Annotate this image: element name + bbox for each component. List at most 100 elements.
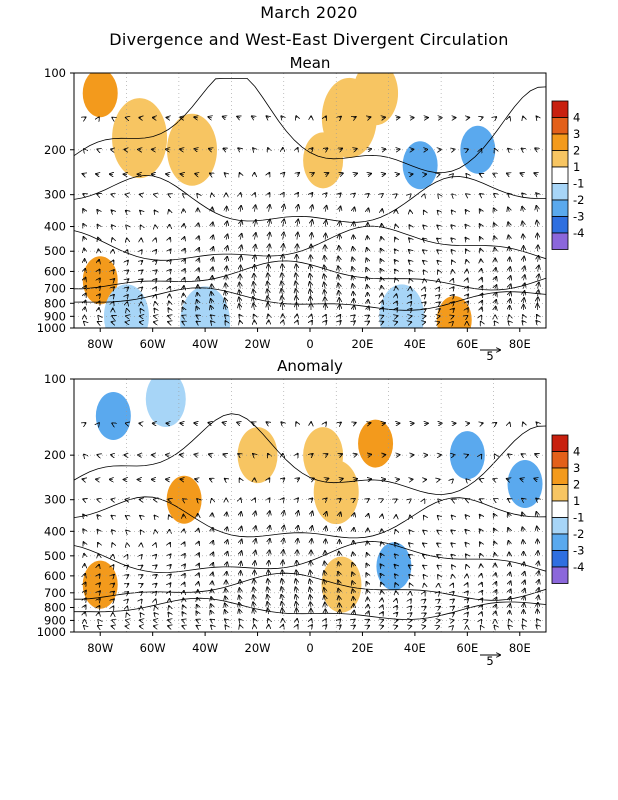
vector-arrow <box>523 291 524 297</box>
vector-arrow <box>352 572 353 576</box>
colorbar-label: -2 <box>573 193 584 207</box>
colorbar-label: -2 <box>573 527 584 541</box>
vector-arrow <box>537 422 538 423</box>
vector-arrow <box>396 194 397 195</box>
vector-arrow <box>522 625 523 626</box>
vector-arrow <box>198 236 199 239</box>
vector-arrow <box>453 607 454 608</box>
y-tick-label: 300 <box>44 493 66 507</box>
vector-arrow <box>296 289 297 297</box>
vector-arrow <box>311 454 313 455</box>
vector-arrow <box>184 259 185 261</box>
vector-arrow <box>354 499 355 500</box>
vector-arrow <box>395 543 396 545</box>
vector-arrow <box>381 574 382 576</box>
vector-arrow <box>439 295 440 296</box>
vector-arrow <box>338 266 339 272</box>
vector-arrow <box>354 194 355 195</box>
colorbar-label: -3 <box>573 210 584 224</box>
vector-arrow <box>508 528 509 531</box>
vector-arrow <box>338 581 339 585</box>
vector-arrow <box>523 283 524 289</box>
vector-arrow <box>424 302 425 303</box>
vector-arrow <box>83 515 84 517</box>
vector-arrow <box>310 588 311 593</box>
vector-arrow <box>310 290 311 297</box>
vector-arrow <box>509 276 510 280</box>
vector-arrow <box>84 149 85 150</box>
vector-arrow <box>84 626 85 627</box>
vector-arrow <box>339 619 340 620</box>
vector-arrow <box>197 605 198 608</box>
colorbar-label: 4 <box>573 445 580 459</box>
vector-arrow <box>368 514 369 517</box>
vector-arrow <box>252 116 255 118</box>
vector-arrow <box>226 235 227 240</box>
vector-arrow <box>83 479 85 480</box>
vector-arrow <box>240 173 241 175</box>
vector-arrow <box>225 298 226 304</box>
vector-arrow <box>310 571 311 576</box>
colorbar-cell <box>551 117 569 135</box>
vector-arrow <box>196 612 197 615</box>
vector-arrow <box>169 279 170 281</box>
vector-arrow <box>338 257 339 262</box>
vector-arrow <box>198 529 199 532</box>
vector-arrow <box>155 555 156 556</box>
vector-arrow <box>226 540 227 544</box>
vector-arrow <box>339 527 340 531</box>
vector-arrow <box>240 540 241 545</box>
vector-arrow <box>296 303 297 311</box>
vector-arrow <box>226 552 227 556</box>
vector-arrow <box>180 149 184 150</box>
vector-arrow <box>208 423 212 424</box>
vector-arrow <box>396 606 397 608</box>
vector-arrow <box>198 223 199 226</box>
vector-arrow <box>296 570 297 576</box>
vector-arrow <box>180 423 183 424</box>
vector-arrow <box>494 514 495 517</box>
vector-arrow <box>141 288 142 289</box>
vector-arrow <box>85 294 86 297</box>
vector-arrow <box>382 308 383 311</box>
vector-arrow <box>224 454 227 455</box>
vector-arrow <box>354 173 358 174</box>
vector-arrow <box>535 454 537 455</box>
vector-arrow <box>424 607 425 608</box>
contour-line <box>74 225 546 261</box>
vector-arrow <box>254 561 255 567</box>
vector-arrow <box>155 250 156 251</box>
vector-arrow <box>311 539 312 545</box>
vector-arrow <box>495 117 496 118</box>
x-tick-label: 0 <box>306 641 313 655</box>
vector-arrow <box>480 499 481 500</box>
vector-arrow <box>339 221 340 227</box>
vector-arrow <box>453 279 454 280</box>
y-tick-label: 300 <box>44 188 66 202</box>
chart-title: March 2020 <box>260 3 358 22</box>
vector-arrow <box>210 479 212 480</box>
y-tick-label: 500 <box>44 549 66 563</box>
vector-arrow <box>367 542 368 545</box>
vector-arrow <box>225 305 226 311</box>
divergence-feature <box>95 391 131 440</box>
vector-arrow <box>84 322 85 323</box>
divergence-feature <box>402 141 438 190</box>
vector-arrow <box>523 540 524 544</box>
vector-arrow <box>226 222 227 227</box>
vector-arrow <box>310 580 311 585</box>
plot-frame <box>73 378 547 633</box>
vector-arrow <box>254 551 255 556</box>
vector-arrow <box>523 572 524 576</box>
vector-arrow <box>538 596 539 601</box>
vector-arrow <box>480 194 481 195</box>
vector-arrow <box>253 595 254 601</box>
vector-arrow <box>239 304 240 311</box>
vector-arrow <box>166 149 169 150</box>
vector-arrow <box>467 613 468 614</box>
vector-arrow <box>240 479 241 480</box>
vector-arrow <box>211 315 212 316</box>
vector-arrow <box>155 584 156 585</box>
vector-arrow <box>311 148 313 150</box>
vector-arrow <box>368 479 371 480</box>
